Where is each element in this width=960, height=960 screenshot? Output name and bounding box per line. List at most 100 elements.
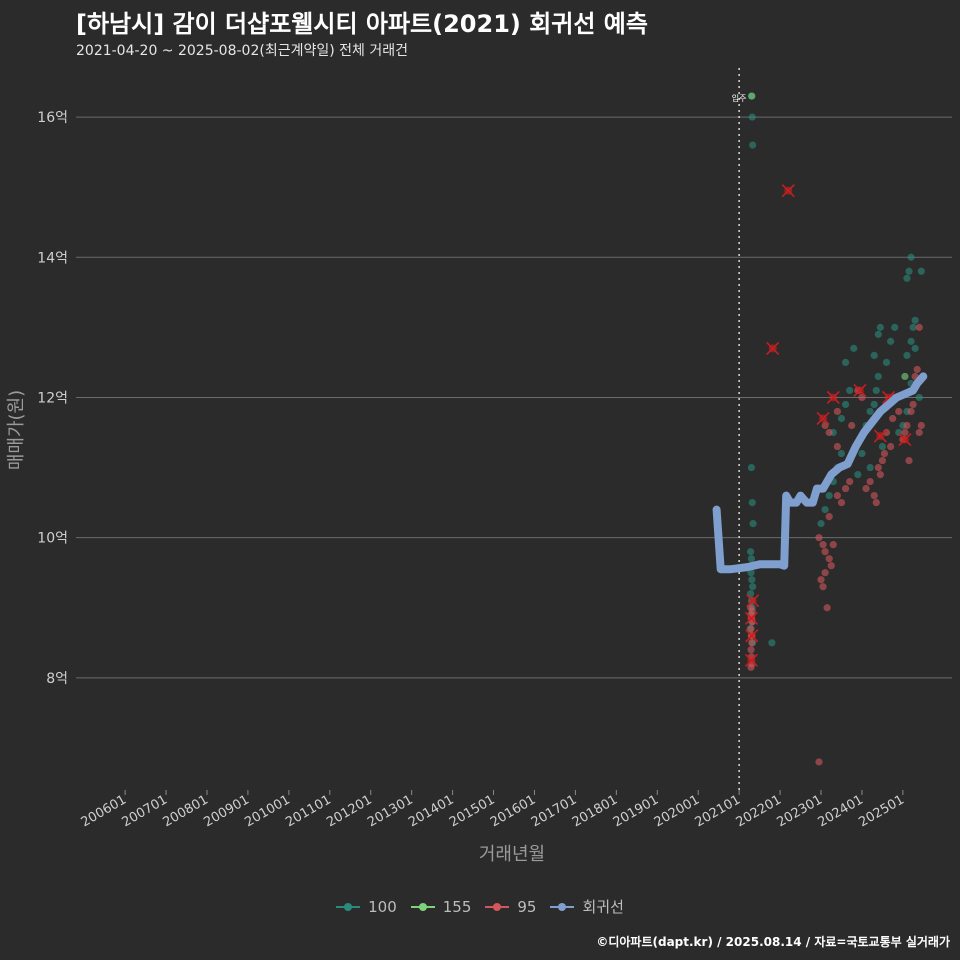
- data-point-95: [821, 548, 829, 556]
- legend-key-155: [410, 897, 435, 917]
- data-point-95: [819, 583, 827, 591]
- data-point-95: [747, 625, 755, 633]
- data-point-100: [903, 351, 911, 359]
- data-point-100: [748, 113, 756, 121]
- data-point-95: [819, 541, 827, 549]
- data-point-100: [747, 597, 756, 605]
- highlight-mark: [873, 429, 887, 443]
- data-point-95: [909, 400, 917, 409]
- data-point-100: [874, 330, 882, 338]
- data-point-100: [870, 351, 878, 359]
- data-point-95: [821, 569, 829, 577]
- data-point-100: [891, 323, 899, 331]
- x-tick-label: 201001: [242, 792, 292, 830]
- move-in-label: 입주: [732, 94, 747, 103]
- data-point-95: [862, 484, 870, 493]
- chart-subtitle: 2021-04-20 ~ 2025-08-02(최근계약일) 전체 거래건: [76, 43, 408, 59]
- data-point-100: [858, 449, 866, 458]
- highlight-mark: [826, 390, 840, 405]
- data-point-95: [880, 449, 889, 458]
- data-point-95: [817, 576, 825, 584]
- regression-line: [712, 372, 928, 574]
- x-tick-label: 200801: [161, 792, 211, 830]
- y-tick-label: 12억: [37, 390, 68, 406]
- legend-label-100: 100: [368, 897, 397, 916]
- legend-item-100: 100: [336, 897, 397, 917]
- x-tick-label: 201101: [283, 792, 333, 830]
- data-point-100: [825, 491, 833, 500]
- legend-item-regression: 회귀선: [550, 896, 624, 917]
- data-point-100: [874, 372, 882, 381]
- legend-label-95: 95: [517, 897, 537, 916]
- y-tick-label: 14억: [37, 250, 68, 266]
- data-point-100: [749, 520, 757, 528]
- legend-label-155: 155: [442, 897, 472, 916]
- highlight-mark: [766, 341, 780, 355]
- data-point-100: [749, 583, 757, 591]
- data-point-95: [815, 534, 823, 542]
- data-point-100: [870, 400, 878, 409]
- data-point-100: [837, 449, 846, 458]
- highlight-mark: [744, 653, 758, 667]
- data-point-100: [747, 569, 755, 577]
- data-point-95: [825, 513, 833, 521]
- data-point-95: [823, 604, 831, 612]
- highlight-mark: [898, 432, 912, 447]
- data-point-100: [911, 344, 919, 352]
- data-point-100: [837, 414, 846, 423]
- data-point-100: [768, 639, 776, 647]
- data-point-95: [895, 407, 903, 416]
- legend-key-100: [336, 897, 361, 917]
- data-point-95: [833, 442, 841, 451]
- x-tick-label: 201701: [529, 792, 579, 830]
- x-tick-label: 202301: [775, 792, 825, 830]
- data-point-100: [903, 274, 911, 282]
- x-tick-label: 201501: [447, 792, 497, 830]
- x-tick-label: 201601: [488, 792, 538, 830]
- data-point-100: [748, 576, 756, 584]
- legend-item-95: 95: [485, 897, 536, 917]
- data-point-95: [833, 491, 841, 500]
- legend-key-95: [485, 897, 510, 917]
- data-point-95: [876, 470, 884, 479]
- data-point-100: [846, 386, 854, 395]
- data-point-100: [878, 442, 887, 451]
- data-point-100: [841, 358, 850, 367]
- data-point-100: [886, 337, 895, 345]
- x-tick-label: 201401: [406, 792, 456, 830]
- data-point-95: [848, 421, 856, 430]
- x-tick-label: 202401: [815, 792, 865, 830]
- highlight-mark: [781, 184, 795, 198]
- data-point-95: [854, 386, 862, 395]
- data-point-95: [841, 484, 850, 493]
- x-axis-title: 거래년월: [479, 844, 545, 865]
- data-point-95: [747, 663, 755, 671]
- data-point-100: [817, 520, 825, 528]
- data-point-100: [907, 253, 915, 261]
- x-tick-label: 202101: [693, 792, 743, 830]
- data-point-155: [901, 372, 909, 381]
- x-tick-label: 201301: [365, 792, 415, 830]
- x-tick-label: 202001: [652, 792, 702, 830]
- x-tick-label: 201901: [611, 792, 661, 830]
- x-tick-label: 202201: [734, 792, 784, 830]
- source-credit: ©디아파트(dapt.kr) / 2025.08.14 / 자료=국토교통부 실…: [596, 935, 950, 949]
- data-point-95: [821, 421, 829, 430]
- data-point-95: [899, 435, 907, 444]
- data-point-95: [858, 393, 866, 402]
- data-point-100: [905, 267, 913, 275]
- data-point-100: [911, 316, 919, 324]
- data-point-100: [747, 463, 756, 472]
- data-point-95: [833, 407, 841, 416]
- highlight-mark: [744, 611, 758, 625]
- data-point-100: [866, 463, 874, 472]
- data-point-95: [825, 555, 833, 563]
- data-point-95: [866, 477, 874, 486]
- data-point-95: [874, 463, 882, 472]
- chart-legend: 100 155 95 회귀선: [0, 896, 960, 917]
- x-tick-label: 202501: [856, 792, 906, 830]
- data-point-100: [866, 407, 874, 416]
- data-point-95: [829, 541, 837, 549]
- data-point-100: [747, 590, 755, 598]
- data-point-100: [854, 470, 862, 479]
